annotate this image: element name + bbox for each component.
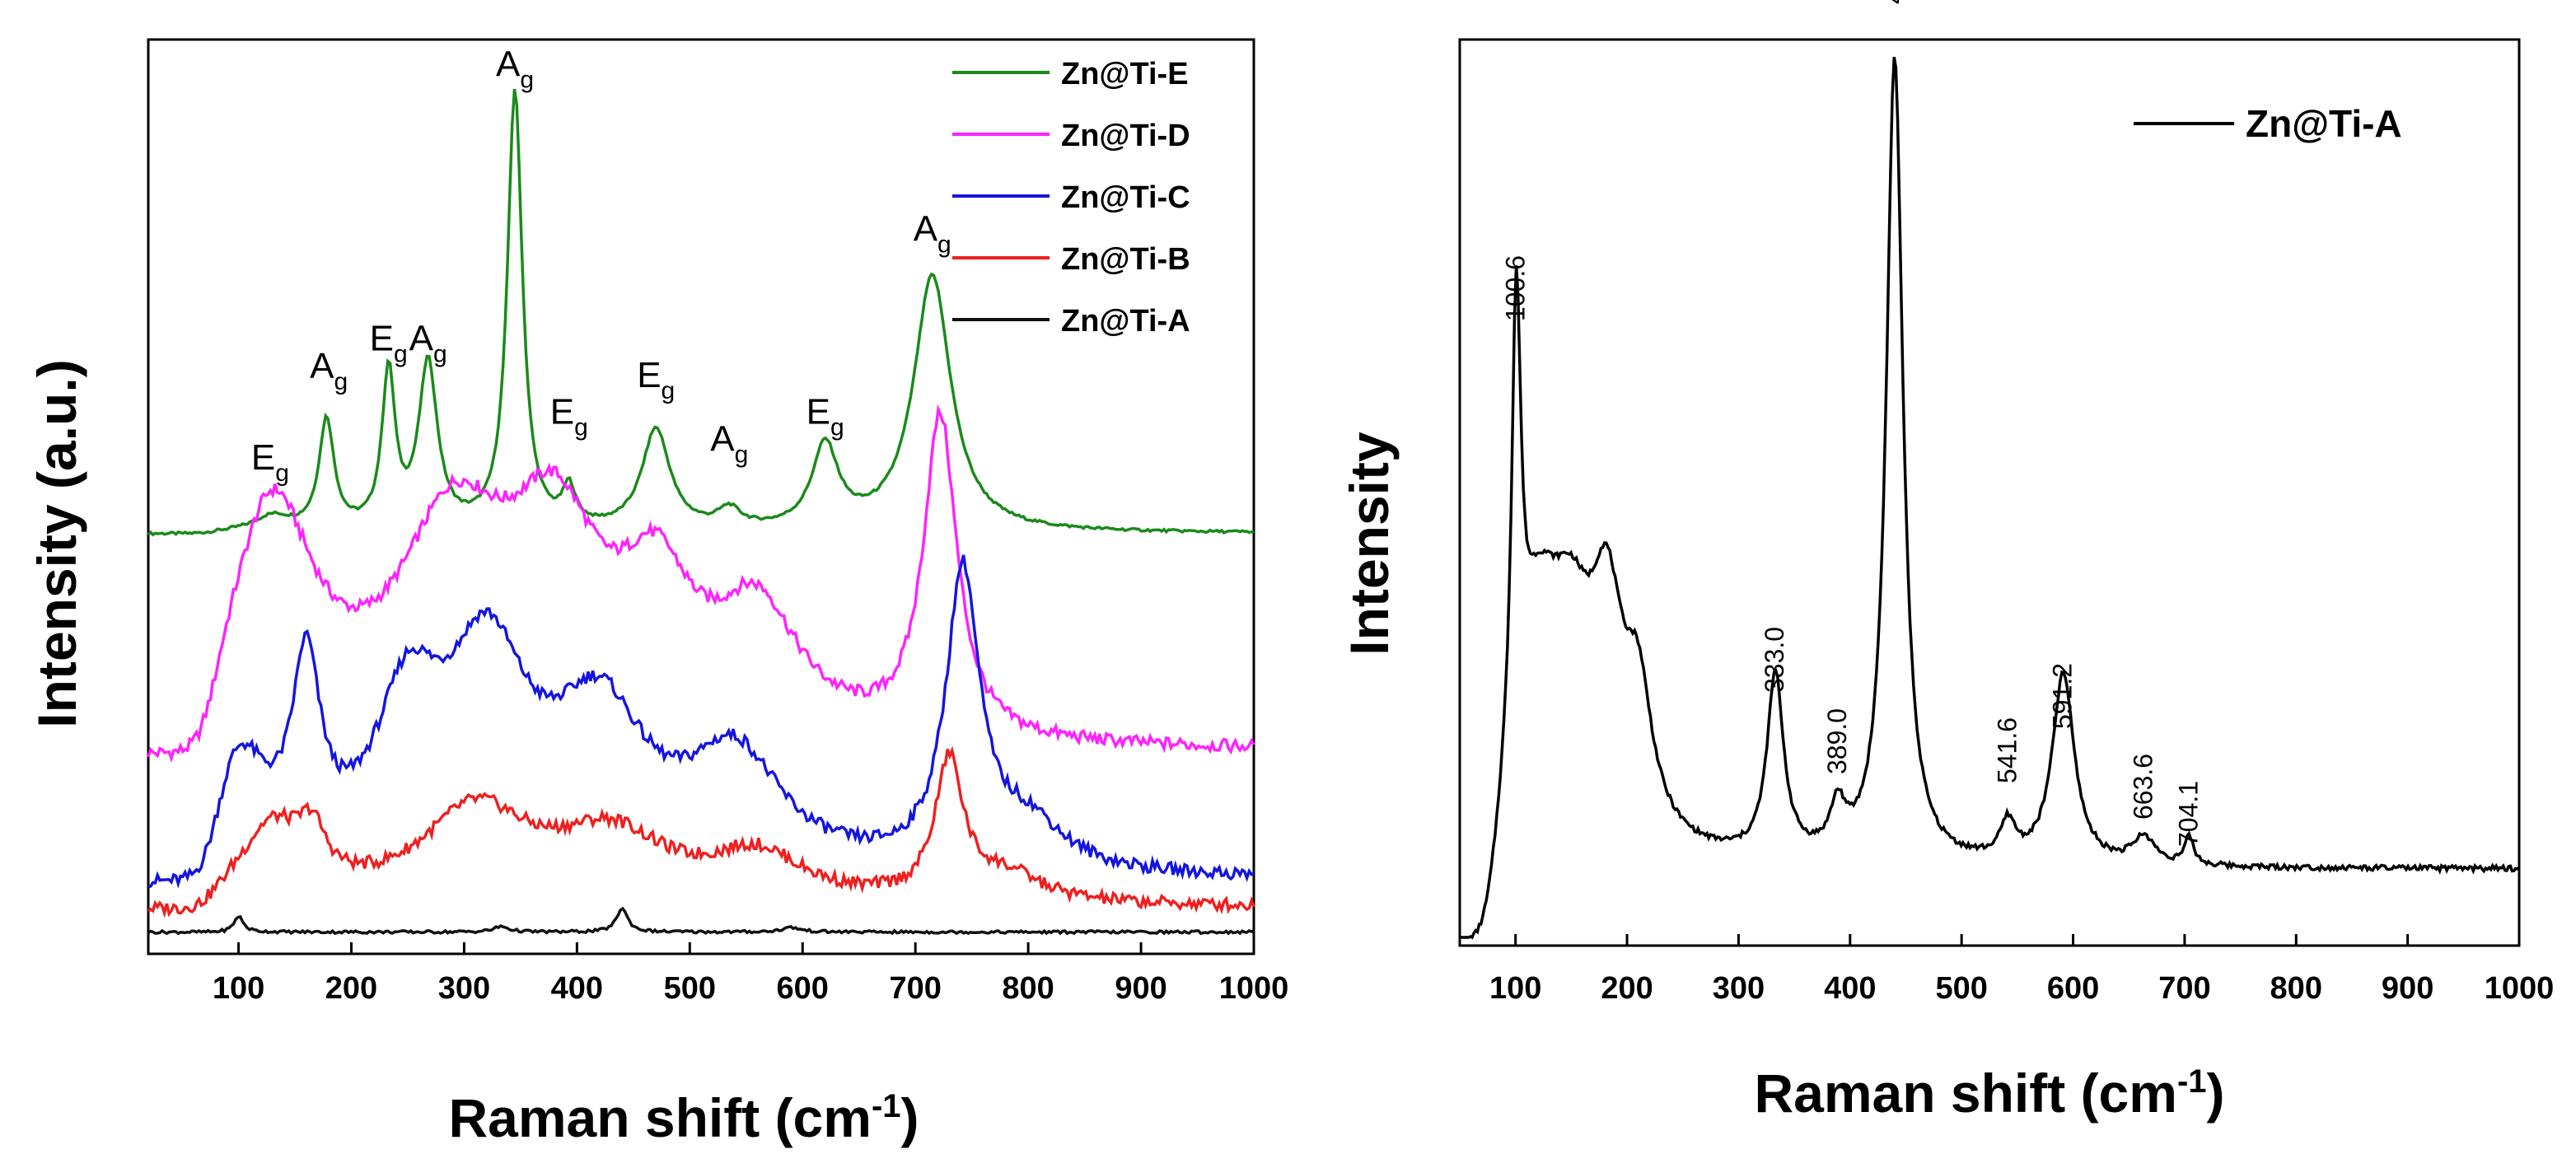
- series-line-zn-ti-b: [147, 745, 1255, 918]
- x-tick-label: 100: [213, 971, 264, 1006]
- legend-label: Zn@Ti-E: [1061, 57, 1189, 91]
- x-tick-label: 500: [1935, 971, 1987, 1006]
- peak-annotation: Ag: [496, 44, 534, 94]
- x-tick-label: 900: [1115, 971, 1166, 1006]
- x-tick-label: 500: [664, 971, 716, 1006]
- right-legend: Zn@Ti-A: [2134, 102, 2402, 145]
- peak-annotation: Eg: [550, 391, 588, 441]
- x-tick-label: 300: [438, 971, 490, 1006]
- peak-annotation: Ag: [914, 208, 951, 258]
- series-line-zn-ti-a: [147, 906, 1255, 936]
- x-tick-label: 700: [889, 971, 941, 1006]
- peak-value-label: 100.6: [1500, 255, 1530, 321]
- left-legend: Zn@Ti-E Zn@Ti-D Zn@Ti-C Zn@Ti-B Zn@Ti-A: [952, 57, 1190, 339]
- peak-value-label: 389.0: [1822, 708, 1852, 774]
- x-tick-label: 400: [1824, 971, 1876, 1006]
- peak-value-label: 663.6: [2129, 754, 2158, 820]
- left-x-ticks: 100 200 300 400 500 600 700 800 900 1000: [213, 942, 1288, 1006]
- x-tick-label: 400: [551, 971, 603, 1006]
- peak-annotation: Ag: [710, 419, 748, 469]
- x-tick-label: 1000: [1219, 971, 1289, 1006]
- left-y-axis-title: Intensity (a.u.): [26, 359, 87, 727]
- left-x-axis-title: Raman shift (cm-1): [449, 1087, 919, 1148]
- x-tick-label: 800: [1002, 971, 1054, 1006]
- peak-annotation: Ag: [409, 319, 447, 368]
- right-x-ticks: 100 200 300 400 500 600 700 800 900 1000: [1489, 934, 2554, 1006]
- x-tick-label: 800: [2270, 971, 2322, 1006]
- x-tick-label: 1000: [2485, 971, 2555, 1006]
- x-tick-label: 600: [2047, 971, 2099, 1006]
- x-tick-label: 700: [2158, 971, 2210, 1006]
- peak-annotation: Eg: [806, 391, 844, 441]
- x-tick-label: 200: [325, 971, 377, 1006]
- peak-value-label: 541.6: [1992, 717, 2022, 783]
- right-chart: 100 200 300 400 500 600 700 800 900 1000 100.6 333…: [1339, 0, 2554, 1124]
- left-series-lines: [147, 88, 1255, 936]
- legend-label: Zn@Ti-C: [1061, 180, 1190, 215]
- x-tick-label: 900: [2382, 971, 2433, 1006]
- peak-annotation: Ag: [310, 346, 348, 395]
- legend-label: Zn@Ti-B: [1061, 242, 1190, 277]
- series-line-zn-ti-e: [147, 88, 1255, 537]
- peak-annotation: Eg: [637, 355, 675, 404]
- right-plot-frame: [1458, 38, 2521, 947]
- x-tick-label: 100: [1489, 971, 1541, 1006]
- left-plot-frame: [147, 38, 1255, 955]
- peak-annotation: Eg: [370, 319, 408, 368]
- legend-label: Zn@Ti-A: [2246, 102, 2402, 145]
- x-tick-label: 300: [1713, 971, 1765, 1006]
- right-series-lines: [1460, 56, 2521, 940]
- peak-annotation: Eg: [251, 437, 289, 487]
- x-tick-label: 600: [777, 971, 829, 1006]
- x-tick-label: 200: [1601, 971, 1653, 1006]
- series-line-zn-ti-a: [1460, 56, 2521, 940]
- peak-value-label: 704.1: [2173, 781, 2203, 847]
- peak-value-label: 333.0: [1760, 627, 1789, 693]
- series-line-zn-ti-c: [147, 554, 1255, 889]
- peak-value-label: 591.2: [2048, 663, 2078, 729]
- series-line-zn-ti-d: [147, 404, 1255, 764]
- right-peak-labels: 100.6 333.0 389.0 440.0 541.6 591.2 663.6 704.1: [1500, 0, 2203, 847]
- peak-value-label: 440.0: [1879, 0, 1909, 4]
- legend-label: Zn@Ti-D: [1061, 119, 1190, 153]
- right-x-axis-title: Raman shift (cm-1): [1755, 1063, 2225, 1124]
- legend-label: Zn@Ti-A: [1061, 304, 1190, 339]
- right-y-axis-title: Intensity: [1339, 432, 1400, 656]
